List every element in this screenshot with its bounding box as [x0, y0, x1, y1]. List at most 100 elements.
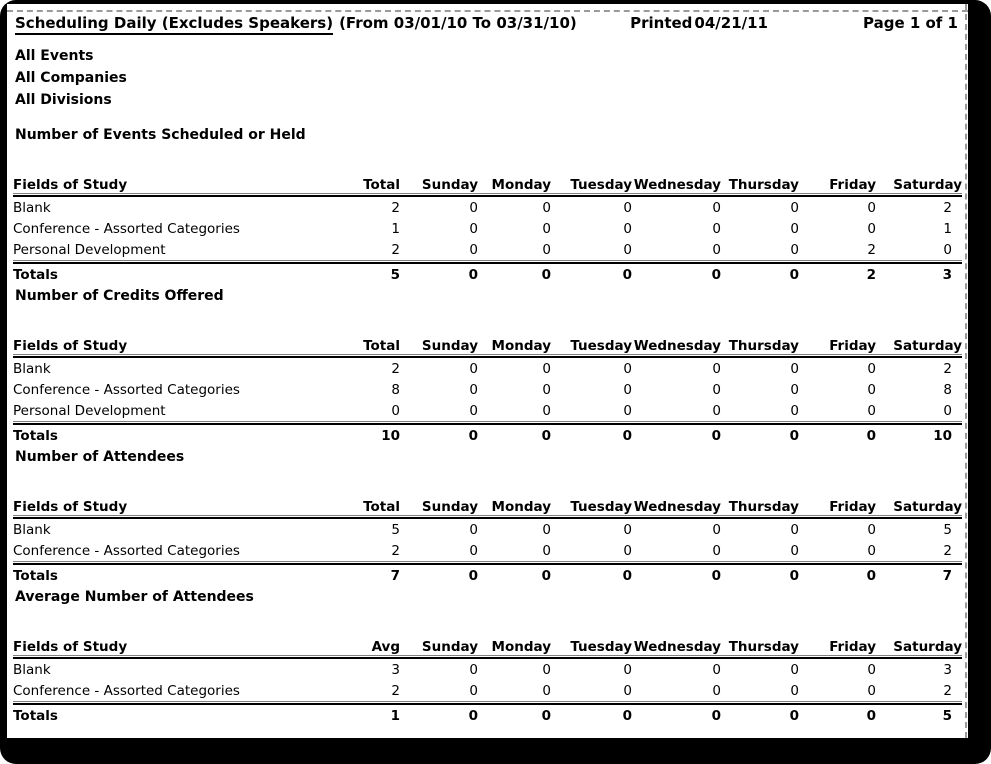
- row-label: Personal Development: [13, 241, 166, 258]
- row-label: Conference - Assorted Categories: [13, 542, 240, 559]
- column-header-day: Wednesday: [633, 639, 721, 655]
- table-rule: [13, 193, 962, 197]
- totals-value: 0: [622, 568, 632, 584]
- column-header-day: Wednesday: [633, 499, 721, 515]
- column-header-day: Sunday: [421, 177, 478, 193]
- cell-value: 1: [943, 220, 952, 237]
- double-rule: [13, 561, 962, 565]
- cell-value: 0: [712, 199, 721, 216]
- table-rule-cell: [13, 260, 962, 264]
- cell-value: 0: [867, 542, 876, 559]
- data-table: Fields of Study Total Sunday Monday Tuesday W…: [13, 170, 962, 286]
- cell-value: 0: [943, 241, 952, 258]
- cell-value: 0: [469, 661, 478, 678]
- report-section: Number of Credits Offered Fields of Stud…: [13, 286, 962, 447]
- cell-value: 0: [623, 542, 632, 559]
- row-label: Blank: [13, 661, 51, 678]
- table-rule-cell: [13, 421, 962, 425]
- cell-value: 0: [790, 199, 799, 216]
- cell-value: 0: [867, 199, 876, 216]
- cell-value: 2: [391, 199, 400, 216]
- totals-value: 10: [933, 428, 952, 444]
- filters: All Events All Companies All Divisions: [15, 45, 960, 111]
- cell-value: 3: [391, 661, 400, 678]
- row-label: Blank: [13, 521, 51, 538]
- cell-value: 0: [469, 521, 478, 538]
- cell-value: 0: [542, 521, 551, 538]
- totals-value: 7: [390, 568, 400, 584]
- column-header-day: Saturday: [893, 338, 962, 354]
- column-header-day: Saturday: [893, 177, 962, 193]
- totals-value: 10: [381, 428, 400, 444]
- cell-value: 0: [469, 360, 478, 377]
- cell-value: 0: [542, 381, 551, 398]
- totals-label: Totals: [13, 267, 58, 283]
- table-header-row: Fields of Study Total Sunday Monday Tuesday W…: [13, 170, 962, 193]
- cell-value: 0: [623, 360, 632, 377]
- row-label: Conference - Assorted Categories: [13, 381, 240, 398]
- column-header-day: Tuesday: [570, 499, 632, 515]
- cell-value: 0: [790, 402, 799, 419]
- double-rule: [13, 701, 962, 705]
- totals-value: 5: [942, 708, 952, 724]
- table-rule-cell: [13, 193, 962, 197]
- totals-value: 0: [711, 428, 721, 444]
- page-margin-marker-top: [7, 10, 968, 12]
- double-rule: [13, 193, 962, 197]
- report-sections: Number of Events Scheduled or Held Field…: [13, 125, 962, 727]
- table-rule: [13, 701, 962, 705]
- page-number: Page 1 of 1: [863, 14, 958, 32]
- cell-value: 0: [623, 682, 632, 699]
- cell-value: 0: [867, 402, 876, 419]
- section-title: Average Number of Attendees: [15, 589, 254, 605]
- column-header-day: Saturday: [893, 639, 962, 655]
- table-row: Blank 5 0 0 0 0 0 0 5: [13, 519, 962, 540]
- totals-label: Totals: [13, 428, 58, 444]
- totals-value: 0: [622, 428, 632, 444]
- cell-value: 0: [469, 220, 478, 237]
- row-label: Conference - Assorted Categories: [13, 682, 240, 699]
- report-section: Average Number of Attendees Fields of St…: [13, 587, 962, 727]
- cell-value: 0: [712, 220, 721, 237]
- cell-value: 0: [391, 402, 400, 419]
- column-header-fields-of-study: Fields of Study: [13, 177, 128, 193]
- column-header-day: Friday: [829, 177, 876, 193]
- row-label: Conference - Assorted Categories: [13, 220, 240, 237]
- cell-value: 2: [943, 682, 952, 699]
- totals-value: 0: [622, 267, 632, 283]
- column-header-value: Total: [363, 177, 400, 193]
- totals-value: 0: [541, 428, 551, 444]
- totals-value: 3: [942, 267, 952, 283]
- row-label: Blank: [13, 199, 51, 216]
- cell-value: 0: [712, 661, 721, 678]
- column-header-value: Total: [363, 499, 400, 515]
- totals-value: 2: [866, 267, 876, 283]
- column-header-day: Wednesday: [633, 177, 721, 193]
- column-header-day: Friday: [829, 639, 876, 655]
- totals-row: Totals 1 0 0 0 0 0 0 5: [13, 705, 962, 727]
- totals-value: 0: [866, 428, 876, 444]
- totals-value: 1: [390, 708, 400, 724]
- totals-value: 0: [789, 428, 799, 444]
- column-header-day: Tuesday: [570, 177, 632, 193]
- cell-value: 0: [867, 682, 876, 699]
- double-rule: [13, 354, 962, 358]
- table-rule-cell: [13, 701, 962, 705]
- cell-value: 0: [712, 381, 721, 398]
- cell-value: 0: [790, 241, 799, 258]
- cell-value: 2: [391, 241, 400, 258]
- cell-value: 2: [943, 360, 952, 377]
- table-rule: [13, 354, 962, 358]
- cell-value: 3: [943, 661, 952, 678]
- column-header-day: Thursday: [728, 177, 799, 193]
- table-header-row: Fields of Study Avg Sunday Monday Tuesday Wed…: [13, 632, 962, 655]
- cell-value: 0: [623, 381, 632, 398]
- table-row: Conference - Assorted Categories 2 0 0 0 0 0 0 2: [13, 540, 962, 561]
- cell-value: 0: [790, 521, 799, 538]
- cell-value: 0: [712, 682, 721, 699]
- cell-value: 8: [391, 381, 400, 398]
- column-header-day: Friday: [829, 338, 876, 354]
- column-header-day: Sunday: [421, 499, 478, 515]
- cell-value: 0: [712, 360, 721, 377]
- double-rule: [13, 515, 962, 519]
